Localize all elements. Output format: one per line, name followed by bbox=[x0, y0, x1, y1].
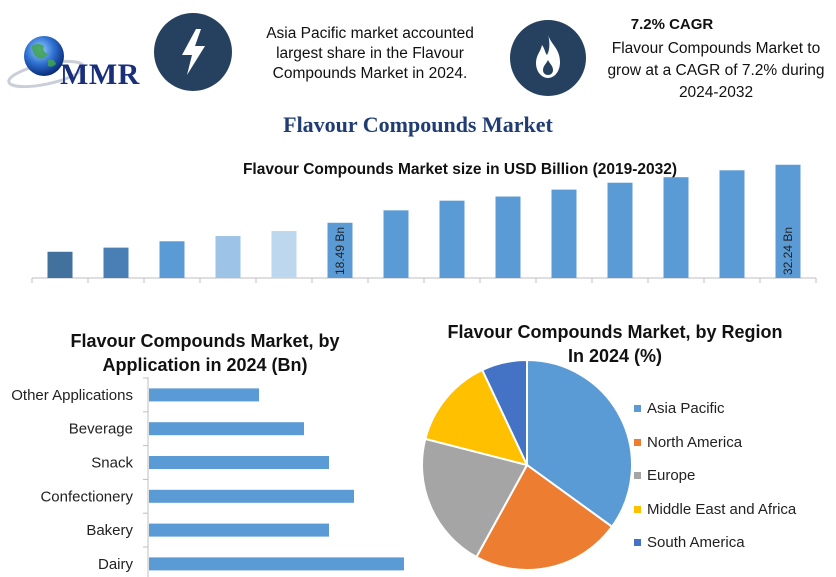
bar bbox=[103, 247, 129, 278]
bar bbox=[149, 489, 354, 503]
highlight-left-line: largest share in the Flavour bbox=[276, 45, 464, 62]
legend-item: Europe bbox=[634, 459, 796, 493]
bar bbox=[149, 388, 259, 402]
category-label: Dairy bbox=[98, 556, 134, 573]
region-chart-title: Flavour Compounds Market, by Region In 2… bbox=[440, 320, 790, 368]
region-chart-title-line: Flavour Compounds Market, by Region bbox=[447, 322, 783, 342]
bar bbox=[271, 231, 297, 278]
legend-swatch bbox=[634, 472, 641, 480]
legend-swatch bbox=[634, 405, 641, 413]
legend-item: Middle East and Africa bbox=[634, 493, 796, 527]
bar bbox=[149, 557, 404, 571]
highlight-right: Flavour Compounds Market to grow at a CA… bbox=[602, 38, 830, 104]
legend-swatch bbox=[634, 539, 641, 547]
highlight-left-line: Asia Pacific market accounted bbox=[266, 25, 474, 42]
pie-slice bbox=[424, 368, 529, 467]
flame-badge bbox=[510, 20, 586, 96]
cagr-title: 7.2% CAGR bbox=[630, 16, 714, 33]
bar bbox=[383, 210, 409, 278]
legend-label: North America bbox=[647, 433, 743, 451]
region-chart-title-line: In 2024 (%) bbox=[567, 346, 663, 366]
bar-chart-title: Flavour Compounds Market size in USD Bil… bbox=[242, 161, 678, 178]
bar bbox=[149, 456, 329, 469]
application-bar-chart: Other Applications Beverage Snack Confectio… bbox=[11, 377, 404, 577]
legend-item: Asia Pacific bbox=[634, 392, 796, 426]
category-label: Confectionery bbox=[40, 488, 133, 505]
bar bbox=[215, 236, 241, 278]
lightning-badge bbox=[154, 13, 232, 91]
legend-label: Europe bbox=[647, 467, 696, 485]
page-title: Flavour Compounds Market bbox=[283, 112, 553, 137]
data-label: 18.49 Bn bbox=[333, 227, 347, 275]
highlight-right-line: Flavour Compounds Market to bbox=[611, 40, 821, 57]
bar bbox=[775, 164, 801, 278]
flame-icon bbox=[536, 34, 560, 78]
application-chart-title: Flavour Compounds Market, by Application… bbox=[40, 329, 370, 377]
bar bbox=[719, 170, 745, 278]
application-chart-title-line: Application in 2024 (Bn) bbox=[102, 355, 308, 375]
bar bbox=[149, 422, 304, 436]
region-pie-chart bbox=[421, 358, 633, 571]
category-label: Snack bbox=[91, 455, 133, 472]
category-label: Other Applications bbox=[11, 387, 133, 404]
legend-item: South America bbox=[634, 526, 796, 560]
globe-icon bbox=[7, 36, 85, 89]
legend-label: Middle East and Africa bbox=[647, 500, 797, 518]
bar bbox=[551, 189, 577, 278]
highlight-right-line: grow at a CAGR of 7.2% during bbox=[607, 62, 825, 79]
legend-item: North America bbox=[634, 426, 796, 460]
logo-text: MMR bbox=[60, 58, 140, 91]
legend-label: South America bbox=[647, 534, 745, 552]
bar bbox=[47, 251, 73, 278]
bar bbox=[159, 241, 185, 278]
pie-slice bbox=[480, 358, 528, 466]
market-size-bar-chart: 20192020202120222023202418.49 Bn20252026… bbox=[31, 164, 817, 283]
pie-slice bbox=[421, 437, 529, 559]
pie-slice bbox=[526, 358, 633, 529]
bar bbox=[327, 222, 353, 278]
legend-swatch bbox=[634, 505, 641, 513]
highlight-right-line: 2024-2032 bbox=[678, 84, 754, 101]
application-chart-title-line: Flavour Compounds Market, by bbox=[70, 331, 340, 351]
highlight-left-line: Compounds Market in 2024. bbox=[272, 65, 468, 82]
bar bbox=[149, 523, 329, 537]
bar bbox=[439, 200, 465, 278]
lightning-icon bbox=[182, 29, 205, 75]
category-label: Bakery bbox=[86, 522, 133, 539]
pie-slice bbox=[475, 463, 614, 571]
bar bbox=[663, 177, 689, 278]
legend-swatch bbox=[634, 438, 641, 446]
data-label: 32.24 Bn bbox=[781, 227, 795, 275]
bar bbox=[495, 196, 521, 278]
legend-label: Asia Pacific bbox=[647, 400, 725, 418]
category-label: Beverage bbox=[69, 421, 133, 438]
highlight-left: Asia Pacific market accounted largest sh… bbox=[256, 24, 484, 84]
bar bbox=[607, 182, 633, 278]
region-legend: Asia Pacific North America Europe Middle Ea… bbox=[634, 392, 796, 560]
